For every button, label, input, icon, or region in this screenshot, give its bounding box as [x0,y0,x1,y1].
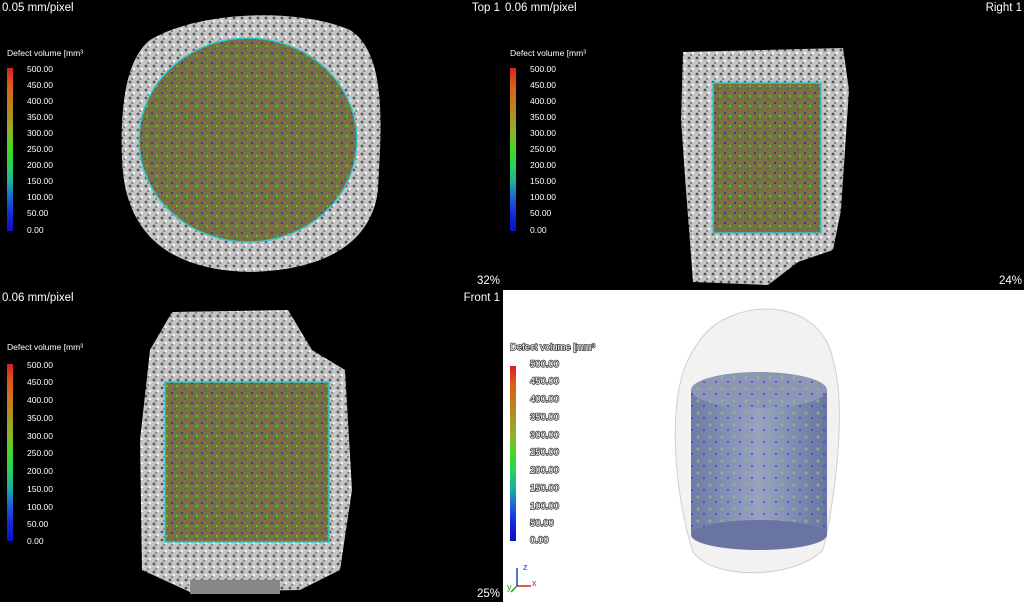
axis-y-label: y [507,582,512,592]
roi-cylinder-bottom [691,520,827,550]
legend-tick: 250.00 [529,447,560,458]
zoom-label: 24% [998,275,1022,287]
legend-tick: 200.00 [529,465,560,476]
viewport-name: Front 1 [463,292,500,304]
legend-tick: 350.00 [27,413,53,423]
legend-tick: 50.00 [529,518,554,529]
legend-tick: 500.00 [530,64,556,74]
legend-tick: 500.00 [27,360,53,370]
axis-x-label: x [532,578,537,588]
legend-tick: 150.00 [27,484,53,494]
legend-tick: 300.00 [529,430,560,441]
legend-tick: 200.00 [27,466,53,476]
legend-tick: 450.00 [529,376,560,387]
roi-circle [138,37,358,243]
legend-tick: 450.00 [27,377,53,387]
roi-rectangle [712,82,822,234]
top-slice-image [121,15,381,272]
legend-colorbar [510,366,516,541]
legend-tick: 200.00 [530,160,556,170]
legend-tick: 250.00 [27,144,53,154]
viewport-front[interactable]: 0.06 mm/pixel Front 1 25% Defect volume … [0,290,502,602]
viewport-top[interactable]: 0.05 mm/pixel Top 1 32% Defect volume [m… [0,0,502,289]
legend-tick: 50.00 [27,519,49,529]
legend-tick: 300.00 [530,128,556,138]
legend-tick: 250.00 [530,144,556,154]
legend-tick: 100.00 [530,192,556,202]
volume-render [510,308,840,593]
right-slice-image [681,48,849,285]
legend-tick: 350.00 [27,112,53,122]
legend-tick: 50.00 [27,208,49,218]
viewport-name: Top 1 [471,2,500,14]
legend-tick: 400.00 [530,96,556,106]
legend-tick: 300.00 [27,128,53,138]
defect-volume-legend: Defect volume [mm³ 500.00 450.00 400.00 … [7,48,83,238]
viewport-3d[interactable]: z x y Defect volume [mm³ 500.00 450.00 4… [503,290,1024,602]
legend-tick: 0.00 [530,225,547,235]
legend-tick: 200.00 [27,160,53,170]
pixel-scale-label: 0.06 mm/pixel [505,2,577,14]
roi-rectangle [164,381,330,543]
legend-tick: 0.00 [27,536,44,546]
legend-tick: 350.00 [529,412,560,423]
legend-tick: 150.00 [529,483,560,494]
defect-volume-legend: Defect volume [mm³ 500.00 450.00 400.00 … [7,342,83,546]
legend-title: Defect volume [mm³ [7,342,84,352]
legend-tick: 400.00 [27,395,53,405]
legend-tick: 0.00 [529,535,549,546]
specimen-base-plate [190,580,280,594]
legend-colorbar [510,68,516,231]
legend-tick: 450.00 [27,80,53,90]
legend-tick: 0.00 [27,225,44,235]
legend-tick: 150.00 [530,176,556,186]
legend-tick: 300.00 [27,431,53,441]
legend-title: Defect volume [mm³ [7,48,84,58]
front-slice-image [140,310,352,594]
pixel-scale-label: 0.05 mm/pixel [2,2,74,14]
legend-tick: 150.00 [27,176,53,186]
legend-tick: 100.00 [27,192,53,202]
legend-tick: 100.00 [27,502,53,512]
legend-tick: 350.00 [530,112,556,122]
legend-colorbar [7,364,13,541]
viewport-name: Right 1 [985,2,1022,14]
defect-volume-legend-3d: Defect volume [mm³ 500.00 450.00 400.00 … [509,341,595,552]
axes-triad [510,568,531,593]
axis-z-label: z [523,562,528,572]
defect-volume-legend: Defect volume [mm³ 500.00 450.00 400.00 … [510,48,586,238]
zoom-label: 32% [476,275,500,287]
legend-colorbar [7,68,13,231]
legend-tick: 500.00 [27,64,53,74]
viewport-right[interactable]: 0.06 mm/pixel Right 1 24% Defect volume … [503,0,1024,289]
legend-tick: 400.00 [27,96,53,106]
legend-tick: 50.00 [530,208,552,218]
legend-tick: 400.00 [529,394,560,405]
legend-tick: 500.00 [529,359,560,370]
zoom-label: 25% [476,588,500,600]
legend-title: Defect volume [mm³ [509,341,595,353]
legend-title: Defect volume [mm³ [510,48,587,58]
legend-tick: 100.00 [529,501,560,512]
pixel-scale-label: 0.06 mm/pixel [2,292,74,304]
legend-tick: 450.00 [530,80,556,90]
legend-tick: 250.00 [27,448,53,458]
